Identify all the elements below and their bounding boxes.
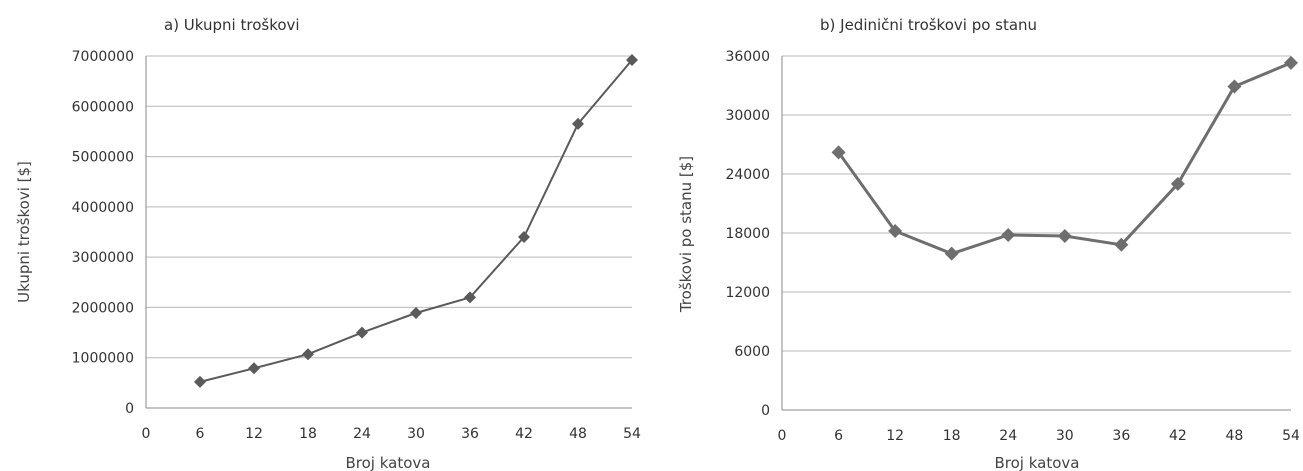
b-x-tick-label: 54 xyxy=(1282,428,1300,444)
a-data-point xyxy=(410,306,422,319)
chart-a-series xyxy=(194,54,638,388)
a-y-tick-label: 6000000 xyxy=(72,99,134,115)
b-data-point xyxy=(1284,55,1298,70)
a-data-point xyxy=(194,375,206,388)
a-x-tick-label: 30 xyxy=(407,426,425,442)
b-data-point xyxy=(1001,227,1016,242)
a-y-tick-label: 3000000 xyxy=(72,250,134,266)
chart-b-y-tick-labels: 0 6000 12000 18000 24000 30000 36000 xyxy=(725,49,770,419)
chart-a-x-tick-labels: 0 6 12 18 24 30 36 42 48 54 xyxy=(142,426,641,442)
b-x-tick-label: 30 xyxy=(1056,428,1074,444)
b-x-tick-label: 6 xyxy=(834,428,843,444)
chart-b-gridlines xyxy=(781,55,1291,411)
chart-b-x-axis-label: Broj katova xyxy=(995,454,1080,471)
b-y-tick-label: 12000 xyxy=(725,285,770,301)
a-x-tick-label: 36 xyxy=(461,426,479,442)
a-x-tick-label: 0 xyxy=(142,426,151,442)
chart-a-title: a) Ukupni troškovi xyxy=(164,16,300,34)
chart-total-costs: a) Ukupni troškovi 0 1000000 2000000 300000… xyxy=(15,16,641,471)
chart-b-x-tick-labels: 0 6 12 18 24 30 36 42 48 54 xyxy=(778,428,1300,444)
b-x-tick-label: 0 xyxy=(778,428,787,444)
a-x-tick-label: 6 xyxy=(196,426,205,442)
b-x-tick-label: 36 xyxy=(1112,428,1130,444)
b-data-point xyxy=(888,224,903,239)
b-data-point xyxy=(944,246,959,261)
chart-b-series xyxy=(831,55,1298,261)
a-x-tick-label: 42 xyxy=(515,426,533,442)
a-data-point xyxy=(518,231,530,244)
b-y-tick-label: 18000 xyxy=(725,226,770,242)
a-x-tick-label: 24 xyxy=(353,426,371,442)
b-y-tick-label: 30000 xyxy=(725,108,770,124)
b-data-point xyxy=(1057,228,1072,243)
a-x-tick-label: 54 xyxy=(623,426,641,442)
a-data-point xyxy=(626,54,638,67)
a-data-point xyxy=(572,117,584,130)
b-x-tick-label: 24 xyxy=(999,428,1017,444)
chart-b-y-axis-label: Troškovi po stanu [$] xyxy=(677,156,695,313)
b-y-tick-label: 6000 xyxy=(734,344,770,360)
b-y-tick-label: 24000 xyxy=(725,167,770,183)
chart-unit-costs: b) Jedinični troškovi po stanu 060001200… xyxy=(677,16,1300,471)
a-y-tick-label: 4000000 xyxy=(72,200,134,216)
chart-a-gridlines xyxy=(145,55,632,409)
b-y-tick-label: 0 xyxy=(761,403,770,419)
chart-a-x-axis-label: Broj katova xyxy=(346,454,431,471)
a-series-line xyxy=(199,59,633,383)
a-y-tick-label: 2000000 xyxy=(72,300,134,316)
b-x-tick-label: 48 xyxy=(1226,428,1244,444)
b-data-point xyxy=(831,145,846,160)
a-data-point xyxy=(302,348,314,361)
chart-a-y-tick-labels: 0 1000000 2000000 3000000 4000000 5000000 6000… xyxy=(72,49,134,417)
chart-b-title: b) Jedinični troškovi po stanu xyxy=(820,16,1037,34)
a-data-point xyxy=(464,291,476,304)
a-y-tick-label: 1000000 xyxy=(72,351,134,367)
b-y-tick-label: 36000 xyxy=(725,49,770,65)
a-y-tick-label: 0 xyxy=(125,401,134,417)
b-x-tick-label: 42 xyxy=(1169,428,1187,444)
a-x-tick-label: 12 xyxy=(245,426,263,442)
a-x-tick-label: 18 xyxy=(299,426,317,442)
b-data-point xyxy=(1170,176,1185,191)
b-series-line xyxy=(837,61,1293,256)
a-y-tick-label: 5000000 xyxy=(72,150,134,166)
b-x-tick-label: 12 xyxy=(886,428,904,444)
b-x-tick-label: 18 xyxy=(943,428,961,444)
a-y-tick-label: 7000000 xyxy=(72,49,134,65)
a-data-point xyxy=(356,326,368,339)
a-data-point xyxy=(248,362,260,375)
b-data-point xyxy=(1114,237,1129,252)
b-data-point xyxy=(1227,79,1242,94)
chart-a-y-axis-label: Ukupni troškovi [$] xyxy=(15,161,33,303)
a-x-tick-label: 48 xyxy=(569,426,587,442)
